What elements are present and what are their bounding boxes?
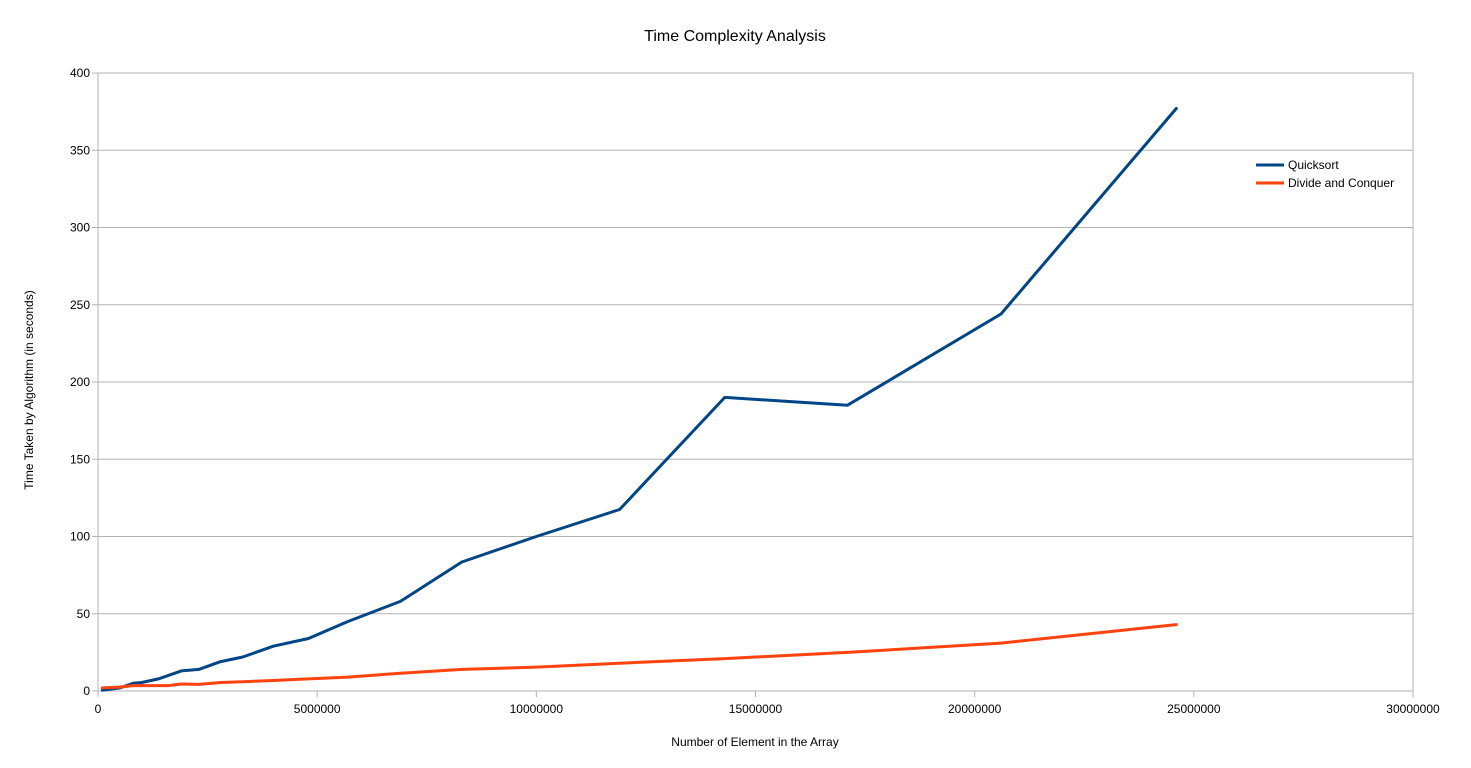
- y-tick-label: 400: [70, 66, 90, 80]
- x-axis-ticks: 0 5000000 10000000 15000000 20000000 25000000…: [95, 691, 1440, 716]
- y-tick-label: 50: [77, 607, 91, 621]
- x-tick-label: 0: [95, 702, 102, 716]
- series-lines: [100, 107, 1178, 692]
- y-tick-label: 200: [70, 375, 90, 389]
- y-tick-label: 100: [70, 530, 90, 544]
- x-tick-label: 25000000: [1167, 702, 1221, 716]
- x-tick-label: 20000000: [948, 702, 1002, 716]
- y-tick-label: 150: [70, 452, 90, 466]
- legend: Quicksort Divide and Conquer: [1256, 158, 1394, 190]
- y-tick-label: 250: [70, 298, 90, 312]
- x-axis-label: Number of Element in the Array: [671, 735, 838, 749]
- x-tick-label: 5000000: [294, 702, 341, 716]
- gridlines: [98, 72, 1413, 692]
- chart-title: Time Complexity Analysis: [644, 28, 826, 45]
- y-tick-label: 300: [70, 221, 90, 235]
- y-tick-label: 0: [83, 684, 90, 698]
- legend-entry: Quicksort: [1288, 158, 1339, 172]
- y-tick-label: 350: [70, 143, 90, 157]
- series-line-quicksort: [100, 107, 1178, 692]
- y-axis-ticks: 0 50 100 150 200 250 300 350 400: [70, 66, 98, 698]
- series-line-divide-and-conquer: [100, 623, 1178, 690]
- legend-entry: Divide and Conquer: [1288, 176, 1394, 190]
- x-tick-label: 15000000: [729, 702, 783, 716]
- x-tick-label: 30000000: [1386, 702, 1440, 716]
- x-tick-label: 10000000: [510, 702, 564, 716]
- y-axis-label: Time Taken by Algorithm (in seconds): [22, 290, 36, 489]
